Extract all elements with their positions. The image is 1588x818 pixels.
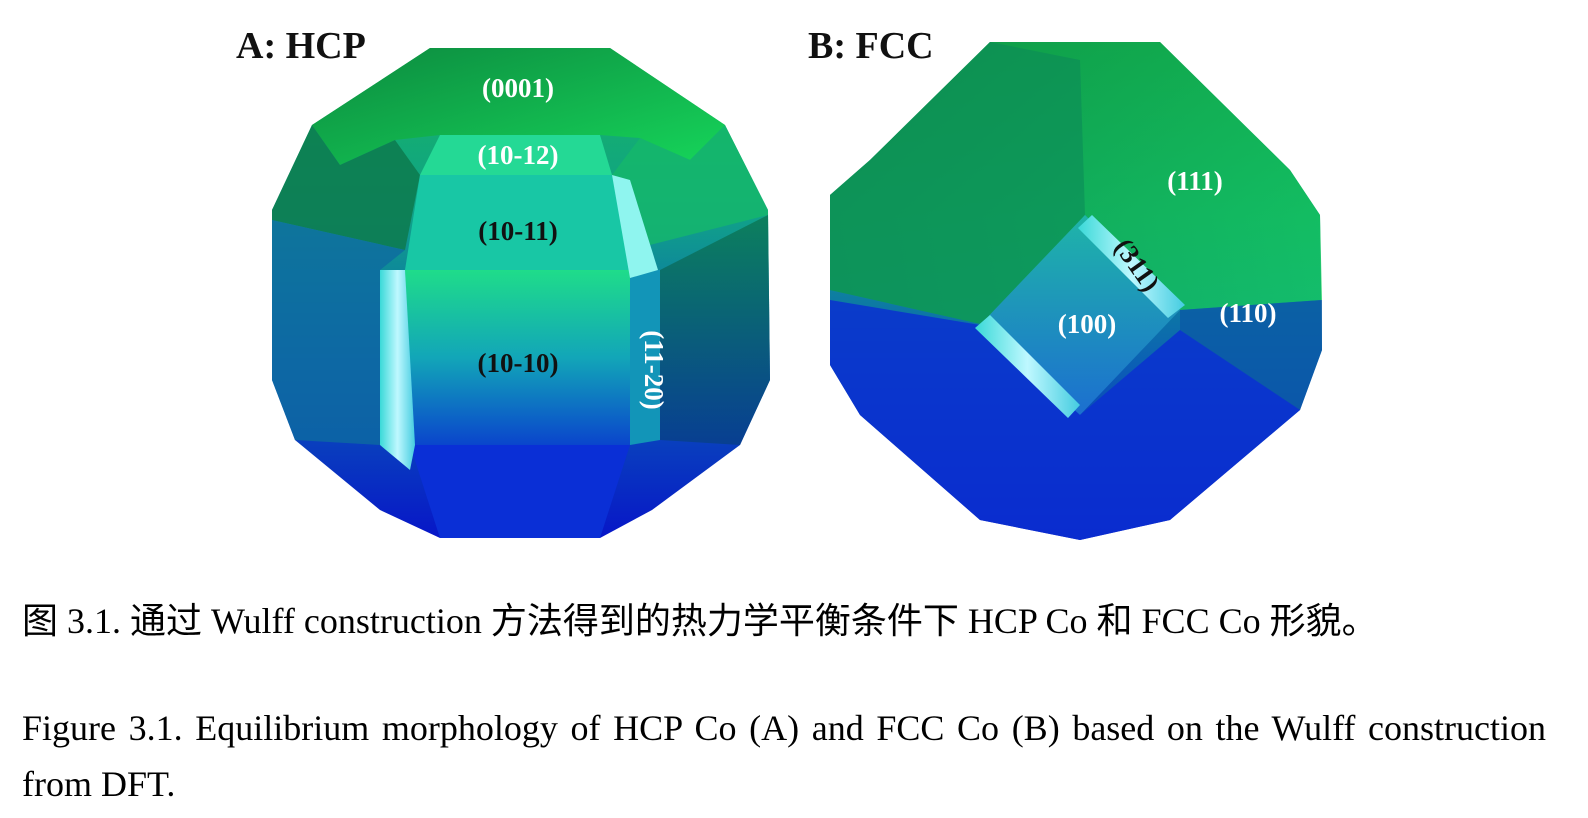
hcp-facet-upper-right [612,125,768,250]
fcc-label-111: (111) [1167,166,1223,196]
panel-b-fcc: B: FCC (111) (311) (100) (110) [808,25,1322,540]
hcp-highlight-right [612,175,658,278]
hcp-facet-right [660,215,770,445]
caption-chinese: 图 3.1. 通过 Wulff construction 方法得到的热力学平衡条… [22,601,1378,641]
panel-b-title: B: FCC [808,25,934,67]
hcp-label-10-11: (10-11) [478,216,557,246]
hcp-label-11-20: (11-20) [639,330,669,409]
hcp-facet-0001 [312,48,725,165]
fcc-facet-upper-left [830,42,1085,325]
hcp-label-10-10: (10-10) [478,348,559,378]
fcc-label-110: (110) [1220,298,1277,328]
fcc-highlight-lower [975,315,1080,418]
hcp-facet-upper-left [272,125,420,250]
hcp-facet-10-12 [420,135,612,175]
fcc-facet-lower [830,300,1300,540]
fcc-facet-110 [1180,300,1322,410]
hcp-facet-left [272,220,405,445]
hcp-highlight-left [380,270,415,470]
panel-a-title: A: HCP [236,25,366,67]
hcp-facet-10-10 [405,270,630,445]
hcp-label-0001: (0001) [482,73,554,103]
hcp-facet-10-11 [405,175,630,270]
panel-a-hcp: A: HCP (0001) (10-12) (10-11) (10-10) (1… [236,25,770,538]
wulff-figure: A: HCP (0001) (10-12) (10-11) (10-10) (1… [236,25,1322,540]
fcc-facet-311 [1078,215,1185,318]
fcc-label-100: (100) [1058,309,1116,339]
hcp-facet-11-20 [630,270,660,445]
caption-english: Figure 3.1. Equilibrium morphology of HC… [22,708,1546,804]
hcp-facet-lower-front [410,445,630,538]
hcp-label-10-12: (10-12) [478,140,559,170]
